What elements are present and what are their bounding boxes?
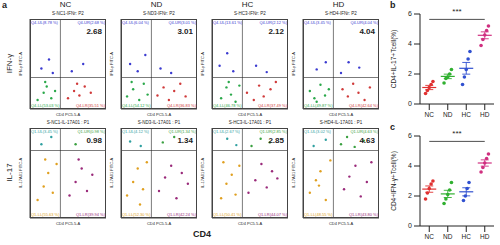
html-text:IL-17A01 FITC-A: IL-17A01 FITC-A [291,157,296,189]
html-text:Q1-UR(0.98 %): Q1-UR(0.98 %) [77,129,105,134]
html-text:IFN-γ FITC-A: IFN-γ FITC-A [109,52,114,76]
html-text:Q1-UR(1.34 %): Q1-UR(1.34 %) [168,129,196,134]
html-text:Q4-UR(2.12 %): Q4-UR(2.12 %) [259,20,287,25]
svg-text:***: *** [452,129,461,138]
html-text:Q4-LL(54.12 %): Q4-LL(54.12 %) [122,103,151,108]
svg-text:2: 2 [408,192,412,199]
html-text:Q4-LL(53.03 %): Q4-LL(53.03 %) [31,103,60,108]
html-text:Q1-UL(3.45 %): Q1-UL(3.45 %) [31,129,58,134]
html-text:Q4-UR(4.04 %): Q4-UR(4.04 %) [350,20,378,25]
html-text:CD4 PC5.5-A: CD4 PC5.5-A [55,112,81,117]
html-text:Q1-LL(48.55 %): Q1-LL(48.55 %) [304,212,333,217]
html-text:IFN-γ: IFN-γ [4,53,14,74]
html-text:CD4 PC5.5-A: CD4 PC5.5-A [55,221,81,226]
svg-text:HC: HC [462,111,472,118]
html-text:3.01: 3.01 [177,27,193,36]
html-text:Q1-UL(4.12 %): Q1-UL(4.12 %) [122,129,149,134]
svg-text:0: 0 [408,100,412,107]
html-text:CD4 PC5.5-A: CD4 PC5.5-A [237,112,263,117]
html-text:Q4-LL(49.87 %): Q4-LL(49.87 %) [304,103,333,108]
html-text:IL-17A01 FITC-A: IL-17A01 FITC-A [200,157,205,189]
svg-text:4: 4 [408,162,412,169]
html-text:Q4-UR(2.68 %): Q4-UR(2.68 %) [77,20,105,25]
svg-text:0: 0 [408,222,412,229]
html-text:IFN-γ FITC-A: IFN-γ FITC-A [200,52,205,76]
html-text:IFN-γ FITC-A: IFN-γ FITC-A [18,52,23,76]
html-text:Q4-UL(13.61 %): Q4-UL(13.61 %) [213,20,243,25]
svg-text:***: *** [452,7,461,16]
html-text:S-ND3-IL-17A01 : P1: S-ND3-IL-17A01 : P1 [137,120,181,125]
html-text:IL-17A01 FITC-A: IL-17A01 FITC-A [109,157,114,189]
html-text:CD4 PC5.5-A: CD4 PC5.5-A [146,221,172,226]
html-text:Q4-LL(46.78 %): Q4-LL(46.78 %) [213,103,242,108]
html-text:IL-17A01 FITC-A: IL-17A01 FITC-A [18,157,23,189]
svg-text:6: 6 [408,10,412,17]
html-text:Q1-UL(2.67 %): Q1-UL(2.67 %) [213,129,240,134]
svg-text:NC: NC [425,233,435,240]
svg-text:6: 6 [408,132,412,139]
html-text:HD: HD [332,0,345,9]
html-text:S-NC1-IFNr: P2: S-NC1-IFNr: P2 [52,11,84,16]
svg-text:2: 2 [408,70,412,77]
html-text:a: a [2,0,7,10]
html-text:HC: HC [241,0,254,9]
html-text:Q1-LR(42.24 %): Q1-LR(42.24 %) [166,212,196,217]
html-text:IL-17: IL-17 [4,163,14,182]
html-text:Q4-UL(6.04 %): Q4-UL(6.04 %) [122,20,149,25]
html-text:Q4-UL(3.45 %): Q4-UL(3.45 %) [304,20,331,25]
html-text:Q4-UR(3.01 %): Q4-UR(3.01 %) [168,20,196,25]
svg-text:CD4+IL-17+Tcell(%): CD4+IL-17+Tcell(%) [390,30,398,89]
html-text:Q4-UL(8.78 %): Q4-UL(8.78 %) [31,20,58,25]
html-text:ND: ND [150,0,163,9]
svg-text:ND: ND [443,233,453,240]
html-text:S-HC3-IL-17A01 : P1: S-HC3-IL-17A01 : P1 [228,120,272,125]
svg-text:HC: HC [462,233,472,240]
html-text:Q1-LL(52.30 %): Q1-LL(52.30 %) [122,212,151,217]
html-text:1.34: 1.34 [177,136,193,145]
html-text:Q1-LL(50.41 %): Q1-LL(50.41 %) [213,212,242,217]
html-text:4.63: 4.63 [359,136,375,145]
html-text:IFN-γ FITC-A: IFN-γ FITC-A [291,52,296,76]
html-text:Q1-UR(2.85 %): Q1-UR(2.85 %) [259,129,287,134]
html-text:2.12: 2.12 [268,27,284,36]
html-text:Q4-LR(35.51 %): Q4-LR(35.51 %) [75,103,105,108]
html-text:2.85: 2.85 [268,136,284,145]
html-text:CD4 PC5.5-A: CD4 PC5.5-A [328,112,354,117]
svg-text:NC: NC [425,111,435,118]
html-text:CD4 PC5.5-A: CD4 PC5.5-A [237,221,263,226]
html-text:Q1-UL(3.02 %): Q1-UL(3.02 %) [304,129,331,134]
html-text:Q1-LR(39.94 %): Q1-LR(39.94 %) [75,212,105,217]
html-text:CD4 PC5.5-A: CD4 PC5.5-A [328,221,354,226]
html-text:Q1-LR(44.07 %): Q1-LR(44.07 %) [257,212,287,217]
html-text:CD4 PC5.5-A: CD4 PC5.5-A [146,112,172,117]
html-text:b: b [390,0,396,10]
html-text:S-HD4-IL-17A01 : P1: S-HD4-IL-17A01 : P1 [319,120,363,125]
html-text:Q4-LR(37.49 %): Q4-LR(37.49 %) [257,103,287,108]
svg-text:CD4+IFN-γ+Tcell(%): CD4+IFN-γ+Tcell(%) [390,151,398,211]
html-text:NC: NC [59,0,72,9]
svg-text:ND: ND [443,111,453,118]
html-text:0.98: 0.98 [86,136,102,145]
html-text:c: c [390,122,395,132]
html-text:Q1-UR(4.63 %): Q1-UR(4.63 %) [350,129,378,134]
svg-text:4: 4 [408,40,412,47]
html-text:S-NC1-IL-17A01 : P1: S-NC1-IL-17A01 : P1 [46,120,90,125]
html-text:Q4-LR(36.83 %): Q4-LR(36.83 %) [166,103,196,108]
html-text:2.68: 2.68 [86,27,102,36]
svg-text:HD: HD [480,111,490,118]
html-text:4.04: 4.04 [359,27,375,36]
html-text:Q4-LR(42.64 %): Q4-LR(42.64 %) [348,103,378,108]
html-text:S-HC3-IFNr: P2: S-HC3-IFNr: P2 [234,11,266,16]
html-text:S-ND3-IFNr: P2: S-ND3-IFNr: P2 [143,11,175,16]
html-text:S-HD4-IFNr: P2: S-HD4-IFNr: P2 [325,11,357,16]
html-text:Q1-LL(55.63 %): Q1-LL(55.63 %) [31,212,60,217]
html-text:CD4: CD4 [193,229,211,239]
html-text:Q1-LR(43.80 %): Q1-LR(43.80 %) [348,212,378,217]
svg-text:HD: HD [480,233,490,240]
